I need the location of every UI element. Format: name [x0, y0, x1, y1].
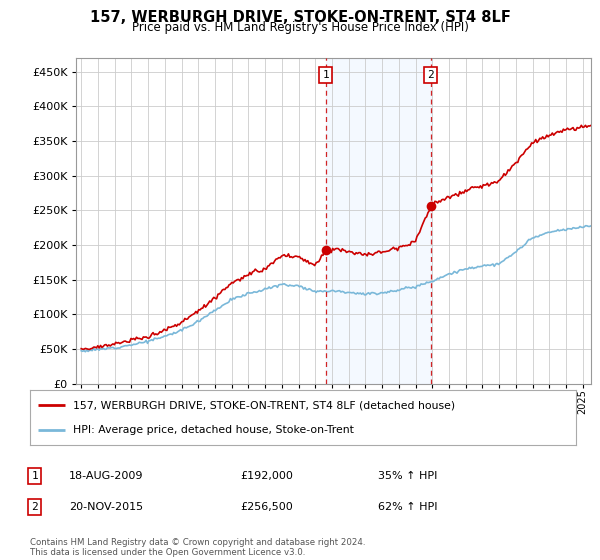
Text: HPI: Average price, detached house, Stoke-on-Trent: HPI: Average price, detached house, Stok…: [73, 426, 353, 435]
Text: 157, WERBURGH DRIVE, STOKE-ON-TRENT, ST4 8LF: 157, WERBURGH DRIVE, STOKE-ON-TRENT, ST4…: [89, 10, 511, 25]
Text: Contains HM Land Registry data © Crown copyright and database right 2024.
This d: Contains HM Land Registry data © Crown c…: [30, 538, 365, 557]
Text: 20-NOV-2015: 20-NOV-2015: [69, 502, 143, 512]
Text: 1: 1: [31, 471, 38, 481]
Text: 157, WERBURGH DRIVE, STOKE-ON-TRENT, ST4 8LF (detached house): 157, WERBURGH DRIVE, STOKE-ON-TRENT, ST4…: [73, 400, 455, 410]
Text: 18-AUG-2009: 18-AUG-2009: [69, 471, 143, 481]
Text: 62% ↑ HPI: 62% ↑ HPI: [378, 502, 437, 512]
Text: 2: 2: [31, 502, 38, 512]
Text: 35% ↑ HPI: 35% ↑ HPI: [378, 471, 437, 481]
Text: Price paid vs. HM Land Registry's House Price Index (HPI): Price paid vs. HM Land Registry's House …: [131, 21, 469, 34]
Text: 2: 2: [427, 70, 434, 80]
Text: 1: 1: [322, 70, 329, 80]
Text: £192,000: £192,000: [240, 471, 293, 481]
Text: £256,500: £256,500: [240, 502, 293, 512]
Bar: [326, 58, 431, 384]
